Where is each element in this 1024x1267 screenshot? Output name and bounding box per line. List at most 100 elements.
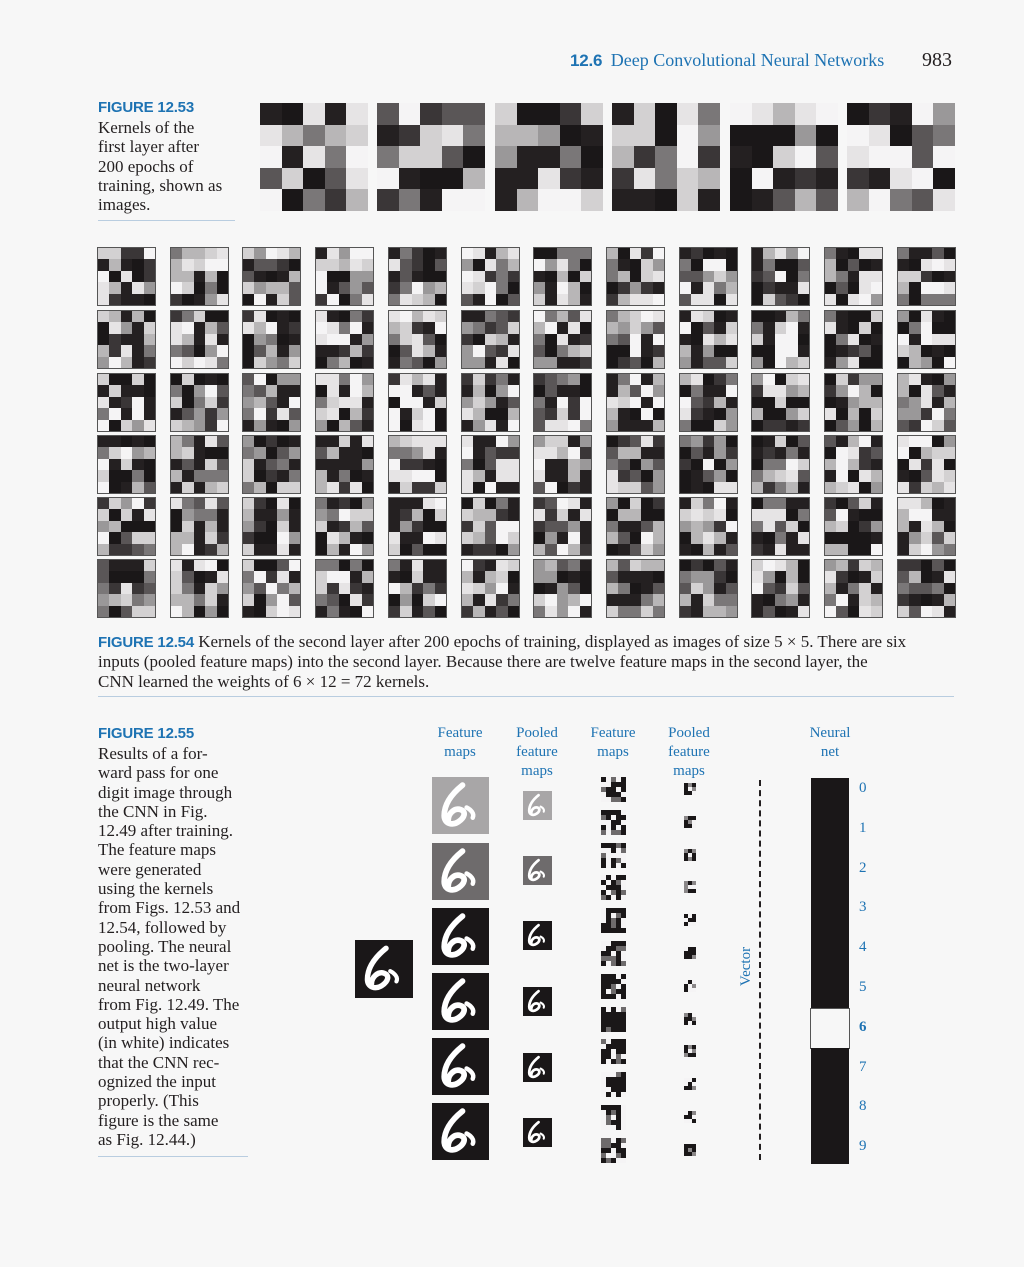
kernel-cell	[350, 436, 362, 448]
kernel-cell	[618, 408, 630, 420]
kernel-cell	[629, 498, 642, 510]
kernel-cell	[847, 532, 860, 544]
kernel-cell	[911, 103, 934, 125]
second-layer-kernel	[533, 247, 592, 306]
kernel-cell	[473, 520, 485, 533]
kernel-cell	[633, 146, 656, 168]
kernel-cell	[797, 447, 809, 459]
kernel-cell	[277, 385, 289, 397]
kernel-cell	[774, 293, 787, 305]
kernel-cell	[641, 248, 653, 260]
second-layer-kernel	[751, 373, 810, 432]
kernel-cell	[338, 560, 351, 572]
feature-map-pixels	[601, 974, 626, 999]
kernel-cell	[182, 520, 194, 533]
kernel-cell	[316, 396, 328, 409]
kernel-cell	[847, 248, 860, 260]
kernel-cell	[288, 293, 300, 305]
kernel-cell	[825, 396, 837, 409]
kernel-cell	[361, 498, 373, 510]
fig55-caption-line: as Fig. 12.44.)	[98, 1129, 196, 1149]
kernel-cell	[943, 248, 955, 260]
kernel-cell	[870, 311, 882, 323]
kernel-cell	[143, 374, 155, 386]
kernel-cell	[265, 447, 278, 459]
kernel-cell	[786, 322, 798, 334]
kernel-cell	[773, 167, 795, 190]
kernel-cell	[316, 605, 328, 617]
kernel-cell	[411, 594, 424, 606]
kernel-cell	[389, 481, 401, 493]
kernel-cell	[338, 458, 351, 471]
kernel-cell	[618, 282, 630, 294]
kernel-cell	[109, 436, 121, 448]
kernel-cell	[836, 571, 848, 583]
kernel-cell	[338, 532, 351, 544]
kernel-cell	[556, 470, 569, 482]
kernel-cell	[434, 385, 446, 397]
kernel-cell	[389, 582, 401, 595]
kernel-cell	[216, 333, 228, 346]
kernel-cell	[98, 311, 110, 323]
kernel-cell	[171, 470, 183, 482]
kernel-cell	[507, 385, 519, 397]
kernel-cell	[327, 436, 339, 448]
kernel-cell	[545, 532, 557, 544]
kernel-cell	[909, 582, 921, 595]
kernel-cell	[898, 571, 910, 583]
kernel-cell	[786, 282, 798, 294]
kernel-cell	[920, 470, 933, 482]
digit-six-glyph	[527, 923, 545, 947]
kernel-cell	[143, 270, 155, 283]
kernel-cell	[423, 270, 435, 283]
kernel-cell	[98, 532, 110, 544]
pooled-map-pixels	[684, 816, 696, 828]
kernel-cell	[411, 345, 424, 357]
kernel-cell	[641, 293, 653, 305]
kernel-cell	[462, 356, 474, 368]
kernel-cell	[545, 458, 557, 471]
kernel-cell	[350, 311, 362, 323]
pooled-map-layer2	[684, 1111, 696, 1123]
kernel-cell	[507, 582, 519, 595]
fig55-caption-line: ognized the input	[98, 1072, 217, 1092]
kernel-cell	[691, 345, 703, 357]
kernel-cell	[618, 532, 630, 544]
kernel-cell	[568, 605, 580, 617]
kernel-cell	[496, 385, 508, 397]
kernel-cell	[182, 458, 194, 471]
kernel-cell	[836, 333, 848, 346]
kernel-cell	[847, 259, 860, 271]
kernel-cell	[389, 470, 401, 482]
kernel-cell	[193, 385, 206, 397]
kernel-cell	[132, 322, 144, 334]
fig55-caption-line: (in white) indicates	[98, 1033, 230, 1053]
kernel-cell	[579, 356, 591, 368]
kernel-cell	[243, 481, 255, 493]
kernel-cell	[265, 408, 278, 420]
kernel-cell	[346, 103, 368, 125]
kernel-cell	[462, 333, 474, 346]
kernel-cell	[763, 560, 775, 572]
kernel-cell	[714, 259, 726, 271]
kernel-cell	[943, 436, 955, 448]
kernel-cell	[545, 248, 557, 260]
kernel-cell	[143, 447, 155, 459]
kernel-cell	[462, 481, 474, 493]
kernel-cell	[556, 259, 569, 271]
kernel-cell	[932, 248, 944, 260]
kernel-cell	[411, 374, 424, 386]
kernel-cell	[786, 571, 798, 583]
kernel-cell	[327, 498, 339, 510]
kernel-cell	[607, 282, 619, 294]
kernel-cell	[120, 458, 133, 471]
kernel-cell	[441, 124, 464, 147]
kernel-cell	[607, 594, 619, 606]
kernel-cell	[516, 124, 539, 147]
kernel-cell	[277, 345, 289, 357]
kernel-cell	[243, 447, 255, 459]
kernel-cell	[545, 594, 557, 606]
kernel-cell	[607, 582, 619, 595]
kernel-cell	[774, 470, 787, 482]
kernel-cell	[943, 333, 955, 346]
